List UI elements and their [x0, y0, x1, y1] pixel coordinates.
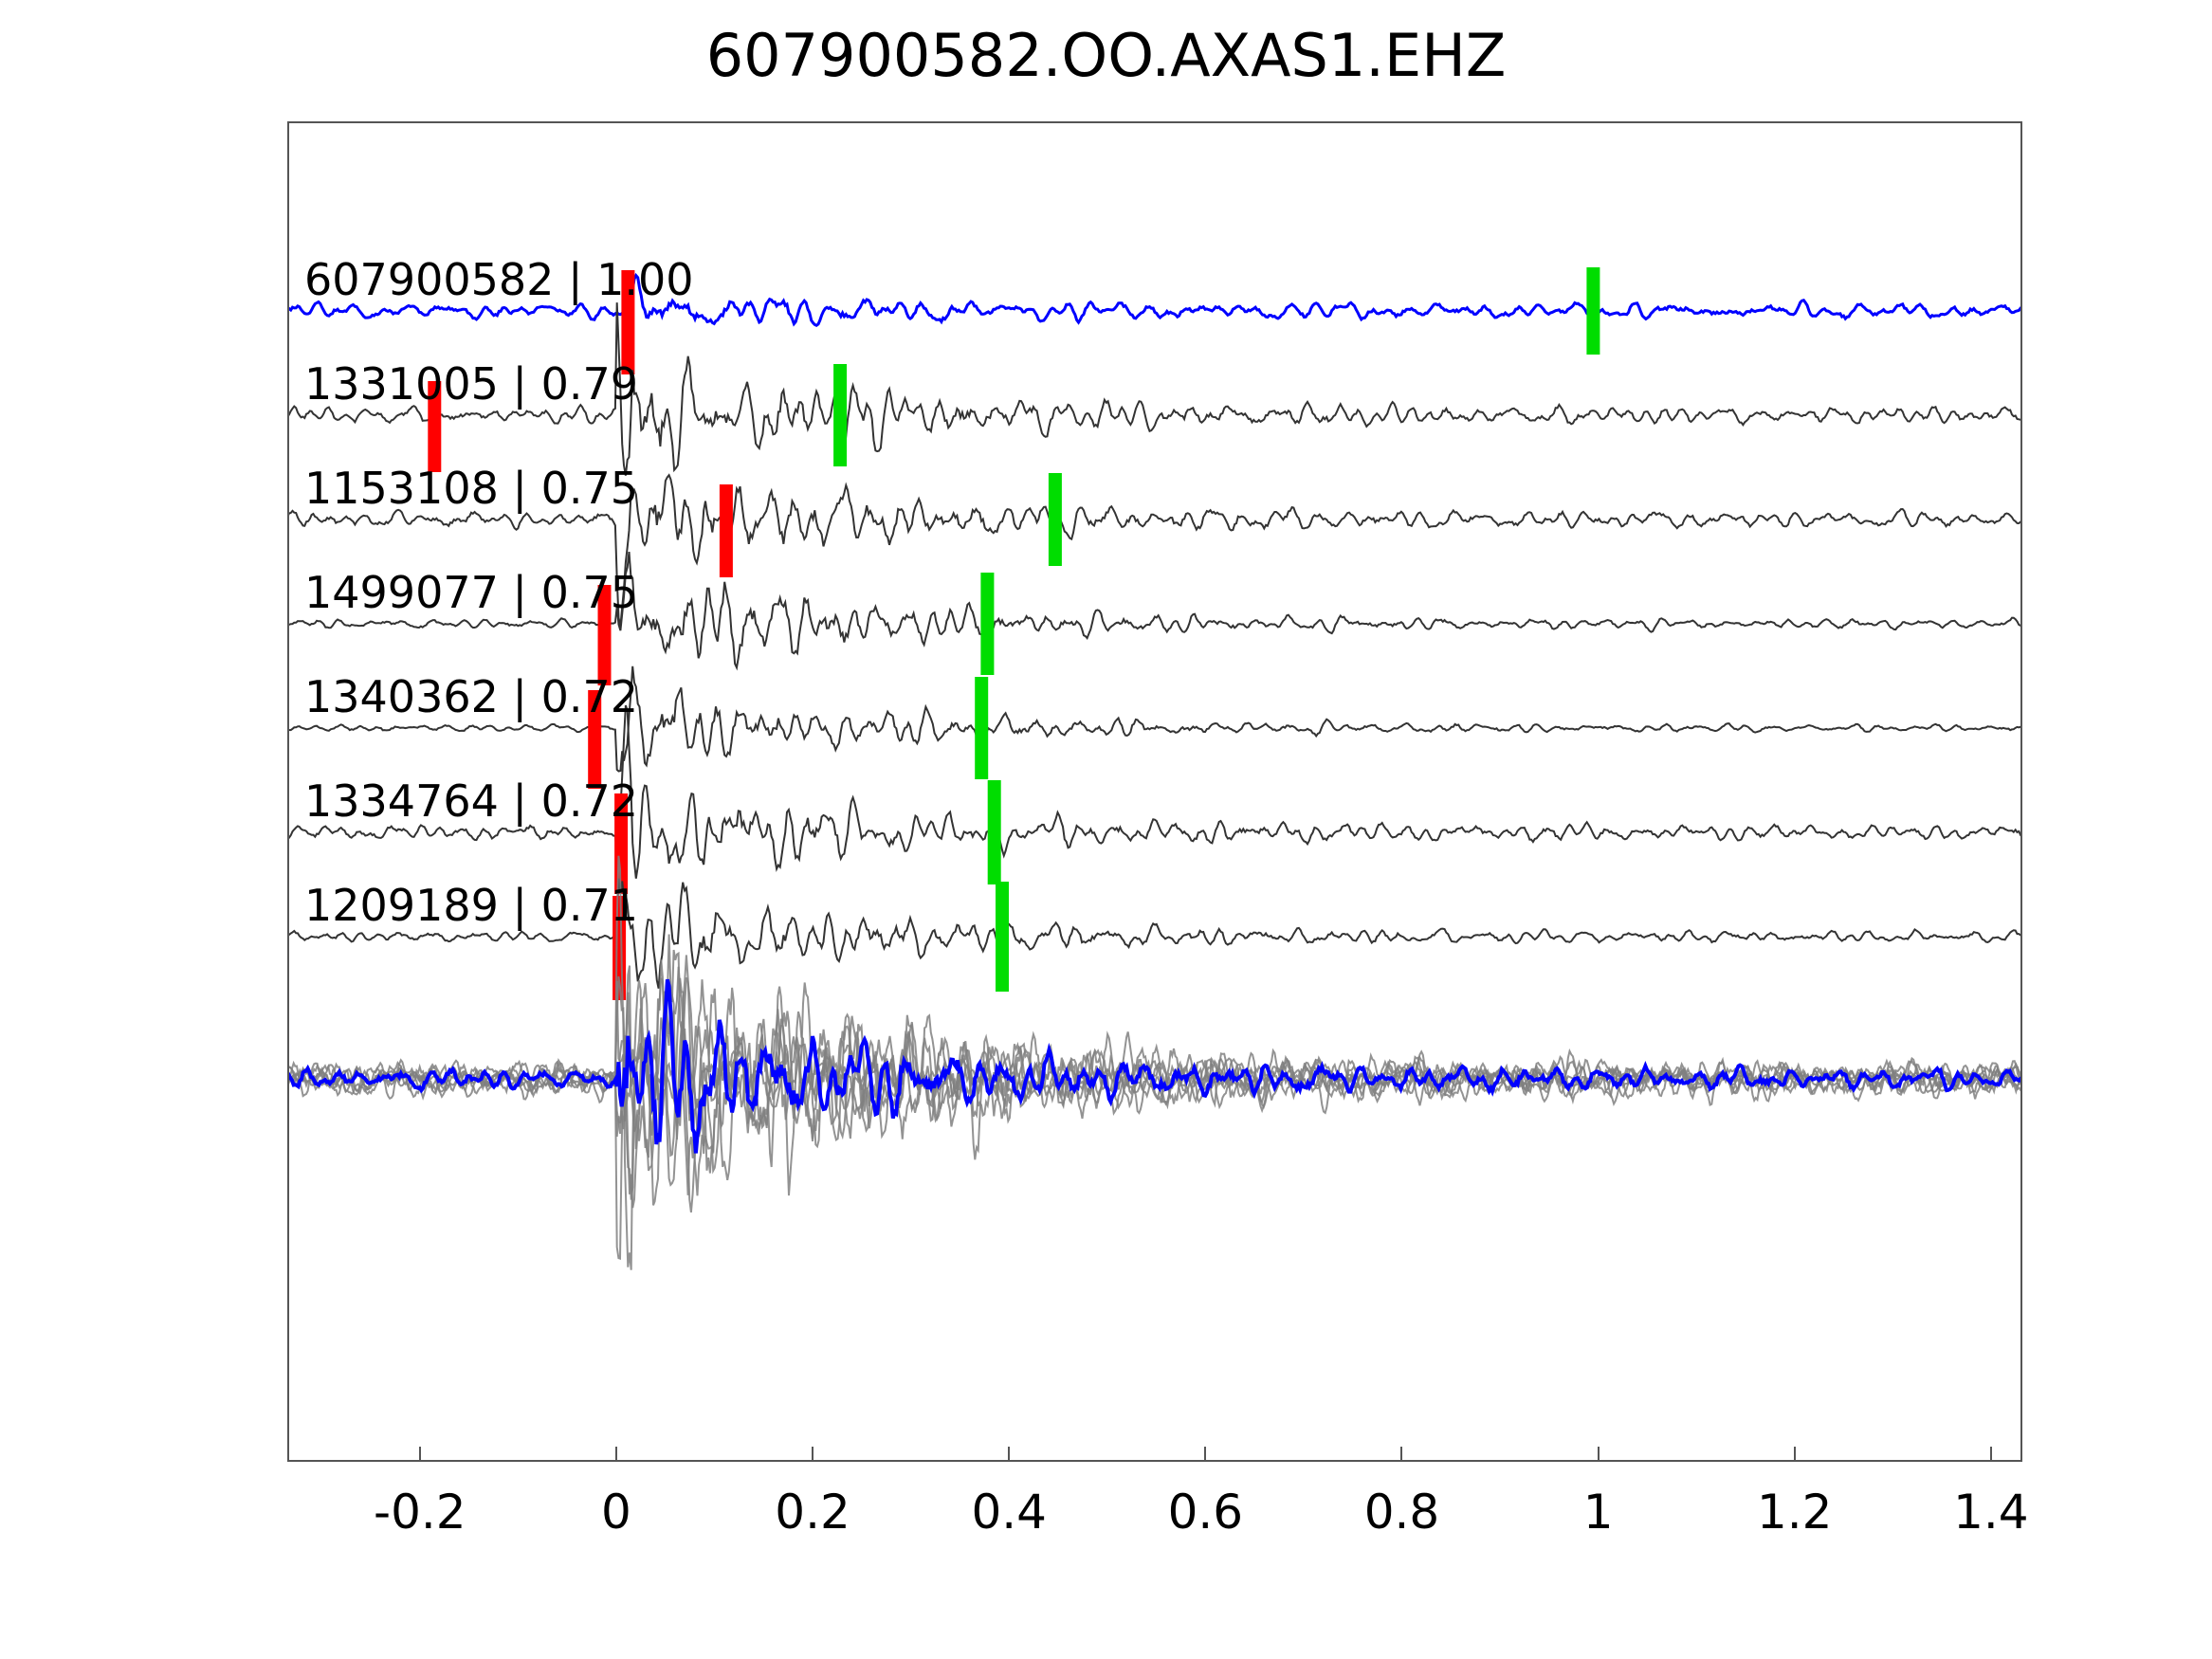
x-axis-tick [614, 1447, 617, 1462]
waveform-trace-1334764 [287, 704, 2022, 879]
waveform-trace-1153108 [287, 473, 2022, 628]
p-pick-marker-1340362 [588, 690, 602, 789]
s-pick-marker-1499077 [980, 573, 995, 675]
waveform-trace-1209189 [287, 878, 2022, 989]
p-pick-marker-1499077 [597, 585, 612, 685]
waveform-traces-svg [287, 267, 2022, 1270]
waveform-trace-607900582 [287, 272, 2022, 328]
x-axis-tick-label: 0.6 [1167, 1485, 1244, 1540]
p-pick-marker-1331005 [428, 381, 442, 472]
x-axis-tick [1204, 1447, 1207, 1462]
trace-label-1340362: 1340362 | 0.72 [304, 671, 639, 722]
p-pick-marker-1153108 [719, 484, 733, 577]
trace-label-1334764: 1334764 | 0.72 [304, 775, 639, 827]
x-axis-tick [418, 1447, 421, 1462]
trace-label-1499077: 1499077 | 0.75 [304, 567, 639, 618]
waveform-trace-1340362 [287, 665, 2022, 773]
trace-label-1153108: 1153108 | 0.75 [304, 463, 639, 514]
x-axis: -0.2 0 0.2 0.4 0.6 0.8 1 1.2 1.4 [287, 1447, 2029, 1613]
x-axis-tick [1989, 1447, 1992, 1462]
plot-area: 607900582 | 1.00 1331005 | 0.79 1153108 | … [287, 121, 2022, 1462]
trace-label-1209189: 1209189 | 0.71 [304, 880, 639, 931]
stack-overlay-trace [287, 977, 2022, 1213]
stack-overlay-trace [287, 949, 2022, 1260]
x-axis-tick-label: 0.2 [775, 1485, 850, 1540]
x-axis-tick-label: 1 [1582, 1485, 1614, 1540]
s-pick-marker-1331005 [833, 364, 848, 466]
waveform-trace-1499077 [287, 551, 2022, 671]
s-pick-marker-1340362 [975, 677, 989, 779]
x-axis-tick [1008, 1447, 1011, 1462]
x-axis-tick-label: -0.2 [374, 1485, 466, 1540]
stack-overlay-trace [287, 975, 2022, 1200]
x-axis-tick [1400, 1447, 1403, 1462]
x-axis-tick [812, 1447, 814, 1462]
p-pick-marker-607900582 [621, 270, 635, 374]
x-axis-tick-label: 0.4 [971, 1485, 1047, 1540]
x-axis-tick-label: 0.8 [1363, 1485, 1440, 1540]
s-pick-marker-607900582 [1586, 267, 1600, 355]
x-axis-tick-label: 1.2 [1756, 1485, 1833, 1540]
s-pick-marker-1334764 [987, 780, 1001, 884]
s-pick-marker-1153108 [1048, 473, 1062, 566]
x-axis-tick [1793, 1447, 1796, 1462]
stack-mean-trace [287, 978, 2022, 1154]
stack-overlay-trace [287, 855, 2022, 1270]
x-axis-tick-label: 1.4 [1953, 1485, 2029, 1540]
waveform-trace-1331005 [287, 302, 2022, 476]
s-pick-marker-1209189 [996, 882, 1009, 992]
x-axis-tick-label: 0 [601, 1485, 631, 1540]
trace-label-1331005: 1331005 | 0.79 [304, 358, 639, 410]
trace-label-607900582: 607900582 | 1.00 [304, 254, 694, 305]
page-title: 607900582.OO.AXAS1.EHZ [705, 21, 1507, 90]
x-axis-tick [1597, 1447, 1600, 1462]
